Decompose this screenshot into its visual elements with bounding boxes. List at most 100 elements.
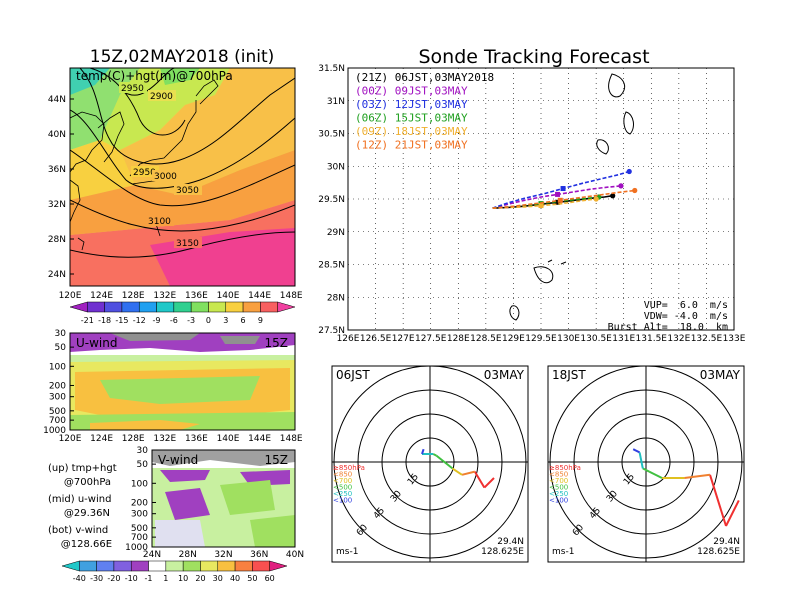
x-tick-label: 128.5E bbox=[470, 334, 502, 344]
track-annotations: VUP= 6.0 m/s VDW= -4.0 m/s Burst Alt= 18… bbox=[608, 300, 728, 333]
pressure-tick-label: 300 bbox=[49, 393, 66, 403]
colorbar-label: -40 bbox=[73, 574, 86, 583]
polar-rings bbox=[332, 366, 528, 562]
hodograph-segment bbox=[642, 467, 650, 473]
x-tick-label: 130E bbox=[557, 334, 580, 344]
colorbar-label: -12 bbox=[133, 316, 146, 325]
hodograph-segment bbox=[461, 470, 476, 476]
pressure-tick-label: 1000 bbox=[125, 543, 148, 553]
legend-entry: (12Z) 21JST,03MAY bbox=[355, 139, 468, 152]
vdw-annotation: VDW= -4.0 m/s bbox=[644, 311, 728, 322]
y-tick-label: 29N bbox=[327, 228, 345, 238]
track-endpoint bbox=[593, 196, 599, 202]
lon-tick-label: 132E bbox=[153, 291, 176, 301]
lon-tick-label: 128E bbox=[122, 434, 145, 444]
x-tick-label: 128E bbox=[447, 334, 470, 344]
lat-tick-label: 24N bbox=[48, 270, 66, 280]
lat-tick-label: 32N bbox=[48, 200, 66, 210]
lon-tick-label: 120E bbox=[59, 291, 82, 301]
x-tick-label: 130.5E bbox=[580, 334, 612, 344]
polar-date: 03MAY bbox=[484, 368, 525, 382]
x-tick-label: 127.5E bbox=[415, 334, 447, 344]
colorbar-cell bbox=[234, 560, 253, 572]
colorbar-label: 10 bbox=[178, 574, 188, 583]
y-tick-label: 30.5N bbox=[318, 130, 345, 140]
colorbar-cell bbox=[269, 560, 288, 572]
lon-tick-label: 136E bbox=[185, 434, 208, 444]
pressure-tick-label: 300 bbox=[131, 510, 148, 520]
track-midpoint bbox=[538, 203, 544, 209]
colorbar-label: 1 bbox=[163, 574, 168, 583]
pressure-legend-entry: <500 bbox=[333, 484, 352, 492]
pressure-legend-entry: <850 bbox=[549, 471, 568, 479]
contour-label: 3050 bbox=[176, 186, 199, 196]
colorbar-cell bbox=[190, 301, 209, 313]
pressure-legend-entry: <700 bbox=[549, 477, 568, 485]
lat-tick-label: 32N bbox=[214, 550, 232, 560]
pressure-tick-label: 500 bbox=[131, 524, 148, 534]
pressure-legend-entry: <100 bbox=[333, 497, 352, 505]
pressure-tick-label: 50 bbox=[55, 343, 67, 353]
lon-tick-label: 124E bbox=[90, 434, 113, 444]
legend-entry: (09Z) 18JST,03MAY bbox=[355, 125, 468, 138]
colorbar-cell bbox=[61, 560, 80, 572]
lat-tick-label: 40N bbox=[286, 550, 304, 560]
legend-line: (bot) v-wind bbox=[48, 525, 108, 536]
lon-tick-label: 132E bbox=[153, 434, 176, 444]
pressure-legend-entry: <850 bbox=[333, 471, 352, 479]
y-tick-label: 28.5N bbox=[318, 261, 345, 271]
track-endpoint bbox=[610, 193, 616, 199]
colorbar-label: 40 bbox=[230, 574, 240, 583]
uwind-frame bbox=[69, 332, 296, 431]
track-endpoint bbox=[632, 187, 638, 194]
legend-entry: (21Z) 06JST,03MAY2018 bbox=[355, 71, 494, 84]
polar-lat: 29.4N bbox=[713, 537, 740, 547]
lat-tick-label: 44N bbox=[48, 95, 66, 105]
track-midpoint bbox=[555, 191, 561, 197]
pressure-tick-label: 700 bbox=[49, 416, 66, 426]
map-lat-ticks: 44N 40N 36N 32N 28N 24N bbox=[48, 95, 74, 280]
map-label: temp(C)+hgt(m)@700hPa bbox=[76, 69, 233, 83]
colorbar-label: -18 bbox=[98, 316, 111, 325]
legend-line: (up) tmp+hgt bbox=[48, 463, 117, 474]
legend-entry: (03Z) 12JST,03MAY bbox=[355, 98, 468, 111]
contour-label: 3150 bbox=[176, 239, 199, 249]
vwind-field bbox=[152, 450, 295, 547]
colorbar-label: -30 bbox=[90, 574, 103, 583]
y-tick-label: 30N bbox=[327, 162, 345, 172]
x-tick-label: 131.5E bbox=[636, 334, 668, 344]
chart-title: Sonde Tracking Forecast bbox=[418, 46, 649, 68]
lon-tick-label: 148E bbox=[280, 291, 303, 301]
colorbar-label: -10 bbox=[125, 574, 138, 583]
polar-lon: 128.625E bbox=[697, 547, 740, 557]
colorbar-cell bbox=[242, 301, 261, 313]
colorbar-cell bbox=[138, 301, 157, 313]
legend-entry: (06Z) 15JST,03MAY bbox=[355, 112, 468, 125]
vwind-time: 15Z bbox=[265, 453, 289, 467]
hodograph-segment bbox=[709, 474, 727, 527]
colorbar-cell bbox=[79, 560, 97, 572]
pressure-tick-label: 100 bbox=[131, 479, 148, 489]
polar-date: 03MAY bbox=[700, 368, 741, 382]
x-tick-label: 126E bbox=[337, 334, 360, 344]
vwind-lat-ticks: 24N 28N 32N 36N 40N bbox=[143, 550, 304, 560]
colorbar-label: -21 bbox=[81, 316, 94, 325]
vwind-label: V-wind bbox=[158, 453, 198, 467]
lon-tick-label: 124E bbox=[90, 291, 113, 301]
hodograph-segment bbox=[638, 452, 644, 469]
legend-line: @700hPa bbox=[48, 477, 111, 488]
vup-annotation: VUP= 6.0 m/s bbox=[644, 300, 728, 311]
lon-tick-label: 144E bbox=[248, 291, 271, 301]
pressure-tick-label: 200 bbox=[131, 498, 148, 508]
lat-tick-label: 28N bbox=[179, 550, 197, 560]
polar-unit: ms-1 bbox=[552, 547, 574, 557]
x-tick-label: 133E bbox=[723, 334, 746, 344]
x-tick-label: 126.5E bbox=[360, 334, 392, 344]
colorbar-label: -6 bbox=[170, 316, 178, 325]
y-tick-label: 31.5N bbox=[318, 64, 345, 74]
island-outlines bbox=[509, 73, 634, 321]
hodograph-segment bbox=[648, 470, 663, 479]
